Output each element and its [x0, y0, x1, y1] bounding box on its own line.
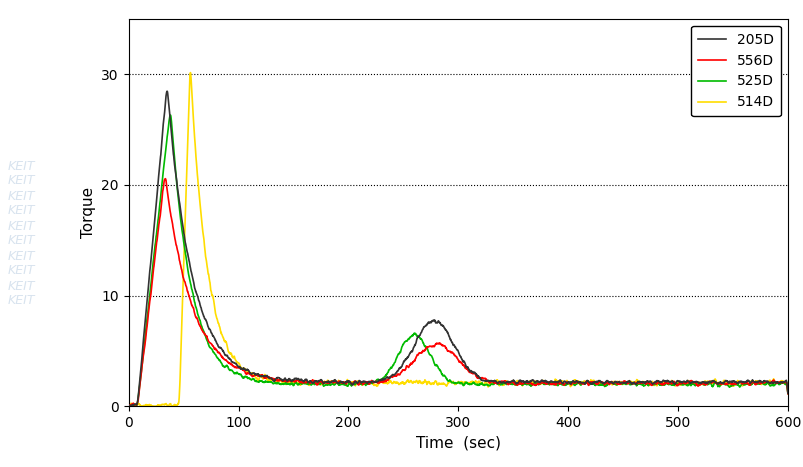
- 556D: [142, 324, 152, 329]
- 205D: [162, 88, 172, 94]
- 556D: [782, 391, 792, 396]
- 514D: [124, 403, 133, 409]
- Legend: 205D, 556D, 525D, 514D: 205D, 556D, 525D, 514D: [691, 26, 780, 116]
- 556D: [175, 260, 185, 266]
- 205D: [175, 203, 185, 209]
- 525D: [682, 383, 691, 389]
- 556D: [197, 326, 206, 332]
- 525D: [124, 403, 133, 409]
- 514D: [175, 383, 185, 389]
- Line: 514D: 514D: [128, 72, 787, 406]
- Text: KEIT
KEIT
KEIT
KEIT
KEIT
KEIT
KEIT
KEIT
KEIT
KEIT: KEIT KEIT KEIT KEIT KEIT KEIT KEIT KEIT …: [8, 160, 35, 307]
- 205D: [197, 307, 206, 312]
- 525D: [165, 112, 175, 118]
- Y-axis label: Torque: Torque: [80, 187, 96, 238]
- 205D: [782, 390, 792, 396]
- 556D: [126, 403, 136, 408]
- 525D: [423, 349, 433, 355]
- 514D: [423, 379, 433, 385]
- Line: 205D: 205D: [128, 91, 787, 406]
- 556D: [124, 403, 133, 408]
- 205D: [682, 378, 691, 384]
- 556D: [423, 344, 433, 350]
- 556D: [161, 176, 170, 182]
- 525D: [782, 391, 792, 396]
- 205D: [125, 403, 135, 409]
- Line: 525D: 525D: [128, 115, 787, 406]
- 514D: [197, 214, 206, 220]
- 514D: [782, 390, 792, 396]
- 205D: [423, 319, 433, 325]
- Line: 556D: 556D: [128, 179, 787, 405]
- 205D: [142, 300, 152, 305]
- 205D: [124, 403, 133, 408]
- 525D: [214, 357, 224, 363]
- 514D: [682, 379, 691, 385]
- 514D: [137, 403, 146, 409]
- 556D: [682, 380, 691, 386]
- 514D: [214, 325, 224, 330]
- 525D: [125, 403, 135, 409]
- 514D: [185, 70, 195, 75]
- 525D: [175, 212, 185, 217]
- 556D: [214, 350, 224, 356]
- 525D: [197, 323, 206, 329]
- X-axis label: Time  (sec): Time (sec): [415, 436, 500, 451]
- 514D: [142, 403, 152, 408]
- 525D: [142, 316, 152, 321]
- 205D: [214, 345, 224, 350]
